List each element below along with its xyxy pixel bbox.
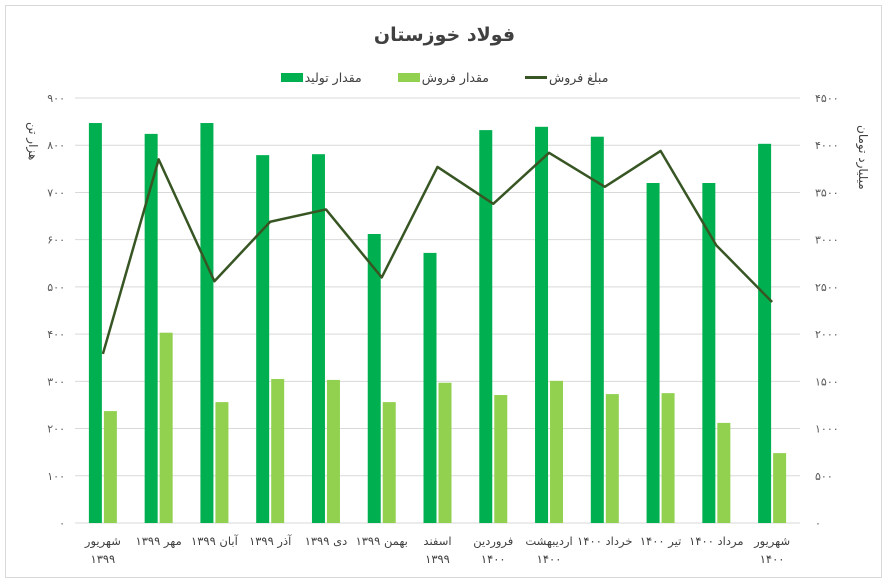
bar-sales [494,395,508,523]
right-axis-tick: ۵۰۰ [815,470,833,483]
right-axis-tick: ۱۰۰۰ [815,423,839,436]
bar-sales [159,332,173,523]
bar-sales [605,394,619,523]
right-axis-tick: ۳۵۰۰ [815,186,839,199]
bar-production [590,136,604,523]
bar-production [758,143,772,524]
category-label: شهریور [753,534,790,549]
category-label: ۱۴۰۰ [481,552,506,566]
left-axis-tick: ۶۰۰ [47,234,65,247]
legend-bar-swatch-icon [397,73,420,82]
bar-production [88,123,102,524]
bar-production [367,234,381,523]
left-axis-title: هزار تن [26,121,40,160]
category-label: خرداد ۱۴۰۰ [577,534,632,549]
bar-sales [773,453,787,523]
category-label: آبان ۱۳۹۹ [191,534,239,548]
left-axis-tick: ۷۰۰ [47,186,65,199]
left-axis-tick: ۳۰۰ [47,375,65,388]
legend-label: مقدار فروش [421,70,489,85]
bar-sales [438,382,452,523]
category-label: دی ۱۳۹۹ [305,534,348,548]
bar-sales [271,378,285,523]
category-label: بهمن ۱۳۹۹ [356,534,408,549]
legend: مبلغ فروش مقدار فروش مقدار تولید [0,70,889,85]
category-label: آذر ۱۳۹۹ [249,534,292,549]
category-label: مرداد ۱۴۰۰ [689,534,743,549]
category-label: ۱۴۰۰ [537,552,562,566]
bar-sales [382,402,396,523]
right-axis-tick: ۲۰۰۰ [815,328,839,341]
left-axis-tick: ۰ [59,517,65,530]
legend-item-production-quantity: مقدار تولید [280,70,362,85]
category-label: شهریور [84,534,121,549]
bar-production [311,154,325,523]
bar-production [200,123,214,524]
right-axis-tick: ۳۰۰۰ [815,234,839,247]
right-axis-tick: ۴۵۰۰ [815,92,839,105]
legend-line-swatch-icon [525,76,547,79]
bar-production [256,155,270,523]
bar-production [479,130,493,523]
legend-bar-swatch-icon [280,73,303,82]
category-label: اردیبهشت [525,534,572,549]
category-label: ۱۳۹۹ [91,552,116,566]
left-axis-tick: ۴۰۰ [47,328,65,341]
left-axis-tick: ۹۰۰ [47,92,65,105]
right-axis-title: میلیارد تومان [856,125,870,190]
bar-production [144,133,158,523]
left-axis-tick: ۸۰۰ [47,139,65,152]
left-axis-tick: ۲۰۰ [47,423,65,436]
bar-sales [103,411,117,523]
legend-label: مبلغ فروش [549,70,609,85]
category-label: اسفند [423,534,451,548]
line-sales-amount [101,149,774,355]
bar-production [535,126,549,524]
category-label: ۱۳۹۹ [425,552,450,566]
legend-item-sales-amount: مبلغ فروش [525,70,608,85]
bar-sales [215,402,229,523]
bar-sales [717,422,731,523]
bar-sales [550,380,564,523]
left-axis-tick: ۱۰۰ [47,470,65,483]
bar-production [646,183,660,523]
bar-production [423,252,437,523]
legend-item-sales-quantity: مقدار فروش [397,70,489,85]
category-label: تیر ۱۴۰۰ [640,534,681,549]
legend-label: مقدار تولید [304,70,362,85]
chart-title: فولاد خوزستان [373,24,516,46]
category-label: مهر ۱۳۹۹ [136,534,182,549]
bar-sales [661,393,675,523]
right-axis-tick: ۰ [815,517,821,530]
bar-production [702,183,716,523]
right-axis-tick: ۴۰۰۰ [815,139,839,152]
category-label: فروردین [473,534,513,549]
category-label: ۱۴۰۰ [760,552,785,566]
right-axis-tick: ۲۵۰۰ [815,281,839,294]
right-axis-tick: ۱۵۰۰ [815,375,839,388]
left-axis-tick: ۵۰۰ [47,281,65,294]
bar-sales [326,379,340,523]
